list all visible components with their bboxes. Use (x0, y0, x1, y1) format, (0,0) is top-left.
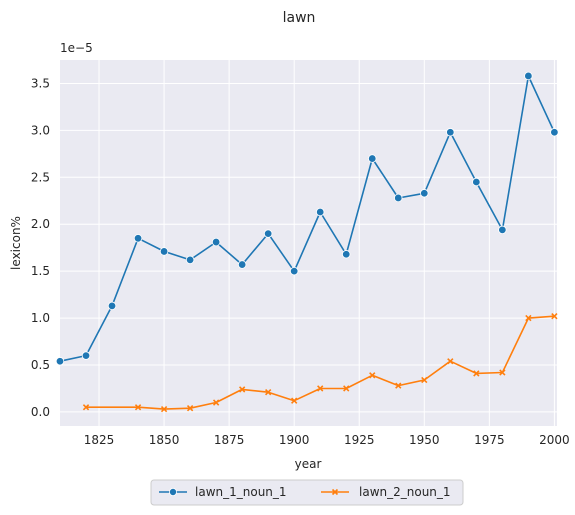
data-point (186, 405, 194, 412)
data-point (291, 397, 298, 404)
y-ticks: 0.0 0.5 1.0 1.5 2.0 2.5 3.0 3.5 (31, 76, 50, 418)
data-point (421, 376, 428, 384)
data-point (498, 225, 507, 235)
data-point (368, 154, 377, 163)
data-point (472, 177, 481, 187)
data-point (107, 301, 117, 311)
data-point (237, 260, 247, 269)
y-multiplier-label: 1e−5 (60, 41, 93, 55)
series-line (86, 315, 555, 410)
data-point (212, 399, 220, 406)
legend: lawn_1_noun_1 lawn_2_noun_1 (150, 479, 464, 506)
data-point (447, 358, 454, 365)
data-point (55, 357, 65, 366)
data-point (473, 370, 480, 377)
data-point (133, 234, 143, 243)
data-point (395, 382, 402, 389)
y-tick-label: 1.5 (31, 264, 50, 278)
x-tick-label: 1950 (409, 433, 440, 447)
data-point (499, 369, 506, 376)
data-point (263, 229, 273, 238)
legend-marker-1 (168, 487, 177, 496)
data-point (394, 193, 403, 203)
data-point (238, 386, 246, 393)
y-tick-label: 2.0 (31, 217, 50, 231)
data-point (134, 404, 142, 411)
y-tick-label: 0.0 (31, 405, 50, 419)
data-point (420, 189, 429, 198)
data-point (343, 385, 350, 392)
plot-area (60, 60, 557, 426)
series-layer (55, 71, 559, 413)
data-point (160, 405, 168, 413)
series-lawn_2_noun_1 (82, 313, 558, 413)
x-tick-label: 1875 (214, 433, 245, 447)
y-tick-label: 0.5 (31, 358, 50, 372)
legend-marker-2 (331, 488, 339, 496)
y-tick-label: 2.5 (31, 170, 50, 184)
data-point (525, 314, 532, 322)
data-point (317, 385, 324, 392)
data-point (211, 237, 221, 247)
data-point (289, 266, 299, 276)
series-line (59, 75, 556, 362)
data-point (524, 71, 533, 81)
legend-label-1: lawn_1_noun_1 (195, 485, 287, 499)
x-tick-label: 1975 (474, 433, 505, 447)
chart-title: lawn (283, 10, 316, 26)
x-tick-label: 1900 (279, 433, 310, 447)
x-tick-label: 1825 (84, 433, 115, 447)
y-tick-label: 1.0 (31, 311, 50, 325)
x-ticks: 1825 1850 1875 1900 1925 1950 1975 2000 (84, 433, 570, 447)
data-point (82, 404, 90, 411)
y-tick-label: 3.0 (31, 123, 50, 137)
data-point (81, 351, 91, 360)
y-tick-label: 3.5 (31, 76, 50, 90)
x-tick-label: 2000 (539, 433, 570, 447)
data-point (265, 389, 272, 396)
data-point (369, 372, 376, 379)
data-point (551, 313, 558, 320)
data-point (446, 128, 455, 137)
y-axis-label: lexicon% (9, 216, 23, 270)
data-point (550, 128, 559, 137)
data-point (342, 250, 351, 259)
data-point (316, 207, 325, 217)
data-point (185, 255, 195, 265)
legend-label-2: lawn_2_noun_1 (359, 485, 451, 499)
x-tick-label: 1925 (344, 433, 375, 447)
data-point (159, 247, 169, 256)
x-tick-label: 1850 (149, 433, 180, 447)
series-lawn_1_noun_1 (55, 71, 559, 366)
x-axis-label: year (295, 457, 322, 471)
legend-frame (150, 479, 464, 506)
